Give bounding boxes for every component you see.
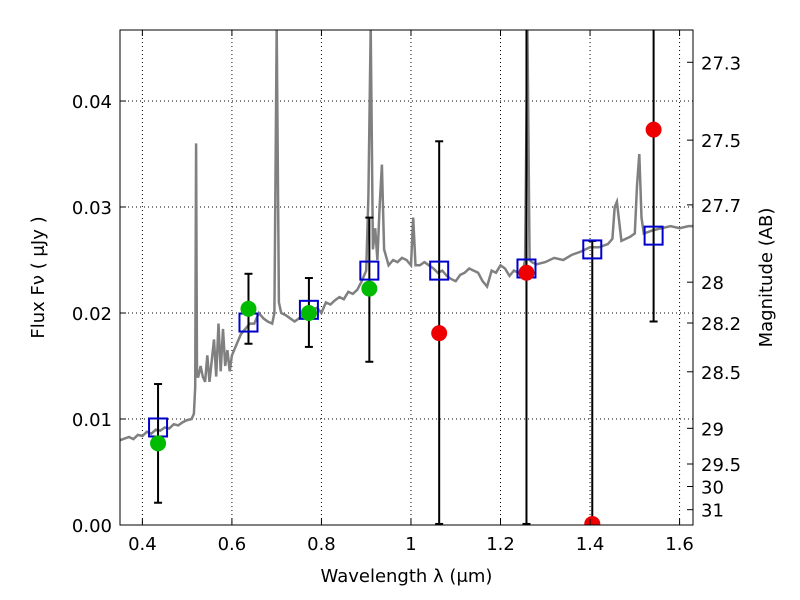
model-point [582, 239, 603, 260]
detection-point [240, 300, 257, 317]
detection-point [300, 305, 317, 322]
y2-tick-label: 30 [701, 478, 724, 499]
non-detection-point [431, 325, 448, 342]
y-tick-label: 0.02 [72, 304, 112, 325]
x-tick-label: 1.4 [576, 534, 605, 555]
y-axis-label: Flux Fν ( μJy ) [28, 216, 49, 338]
grid-lines [120, 30, 693, 526]
y2-tick-label: 28 [701, 273, 724, 294]
y2-tick-label: 29 [701, 419, 724, 440]
detection-point [361, 280, 378, 297]
x-tick-label: 0.4 [128, 534, 157, 555]
non-detection-point [518, 264, 535, 281]
model-point [359, 260, 380, 281]
x-tick-label: 1 [405, 534, 416, 555]
plot-frame [119, 29, 694, 526]
y-tick-label: 0.03 [72, 198, 112, 219]
detections [150, 280, 378, 452]
non-detection-point [645, 121, 662, 138]
model-points [148, 225, 664, 438]
x-tick-label: 1.2 [486, 534, 515, 555]
y-tick-label: 0.00 [72, 516, 112, 537]
non-detection-point [584, 515, 601, 525]
axis-ticks: 0.4 0.6 0.8 1 1.2 1.4 1.6 0.00 0.01 0.02 0.03 0.04 2… [72, 30, 741, 555]
y2-tick-label: 31 [701, 501, 724, 522]
model-spectrum [120, 30, 693, 442]
y2-tick-label: 27.5 [701, 131, 741, 152]
y2-axis-label: Magnitude (AB) [756, 208, 777, 348]
x-tick-label: 1.6 [665, 534, 694, 555]
model-point [429, 260, 450, 281]
y-tick-label: 0.04 [72, 92, 112, 113]
model-spectrum-line [120, 30, 693, 442]
y2-tick-label: 28.2 [701, 314, 741, 335]
y2-tick-label: 27.3 [701, 53, 741, 74]
x-axis-label: Wavelength λ (μm) [321, 566, 493, 587]
x-tick-label: 0.8 [307, 534, 336, 555]
x-tick-label: 0.6 [218, 534, 247, 555]
non-detections [431, 121, 662, 525]
detection-point [150, 435, 167, 452]
model-point [643, 225, 664, 246]
y-tick-label: 0.01 [72, 410, 112, 431]
y2-tick-label: 27.7 [701, 196, 741, 217]
y2-tick-label: 28.5 [701, 363, 741, 384]
y2-tick-label: 29.5 [701, 455, 741, 476]
error-bars [154, 30, 658, 525]
